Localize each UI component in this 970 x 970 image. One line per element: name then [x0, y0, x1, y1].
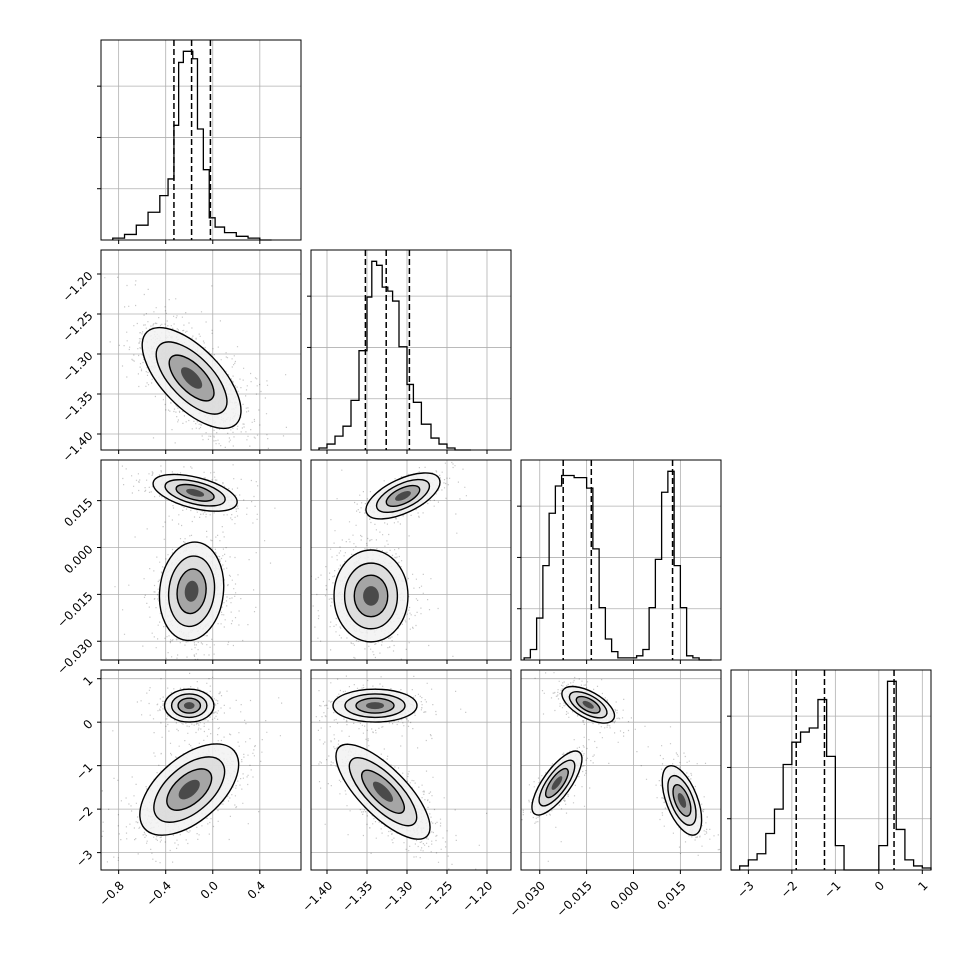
x-tick-label: 0.0	[198, 878, 221, 901]
density-core	[181, 367, 203, 389]
density-core	[395, 491, 411, 501]
panel-background	[311, 250, 511, 450]
x-tick-label: 0.015	[655, 878, 689, 912]
density-core	[183, 702, 195, 710]
y-tick-label: −1.40	[60, 429, 96, 465]
density-panel-param_3-vs-param_1	[310, 669, 512, 874]
x-tick-label: −1.25	[419, 878, 455, 914]
histogram-step-line	[731, 680, 932, 871]
x-tick-label: −1.40	[299, 878, 335, 914]
density-content	[114, 460, 276, 660]
panel-frame	[730, 669, 932, 871]
histogram-panel-param_3	[727, 669, 932, 874]
panel-frame	[100, 249, 302, 451]
y-tick-label: −1.35	[60, 389, 96, 425]
density-content	[521, 672, 720, 862]
density-core	[178, 779, 200, 800]
density-content	[311, 461, 467, 660]
panel-background	[521, 460, 721, 660]
x-tick-label: −0.030	[507, 878, 548, 919]
histogram-step-line	[112, 50, 272, 241]
y-tick-label: −0.015	[54, 589, 95, 630]
panel-frame	[100, 39, 302, 241]
density-panel-param_2-vs-param_0	[97, 459, 302, 664]
x-tick-label: 1	[915, 878, 930, 893]
y-tick-label: −1.25	[60, 309, 96, 345]
density-panel-param_1-vs-param_0	[97, 249, 302, 454]
x-tick-label: −3	[734, 878, 756, 900]
y-tick-label: −1.20	[60, 269, 96, 305]
x-tick-label: −2	[778, 878, 800, 900]
density-content	[104, 276, 287, 449]
y-tick-label: −3	[73, 847, 95, 869]
y-tick-label: −2	[73, 804, 95, 826]
y-tick-label: 0	[80, 717, 95, 732]
x-tick-label: −1	[821, 878, 843, 900]
x-tick-label: −0.015	[554, 878, 595, 919]
density-content	[101, 672, 283, 864]
histogram-panel-param_0	[97, 39, 302, 244]
panel-frame	[310, 249, 512, 451]
panel-frame	[520, 669, 722, 871]
panel-frame	[100, 669, 302, 871]
density-core	[363, 586, 379, 606]
histogram-step-line	[523, 470, 712, 661]
x-tick-label: −1.20	[459, 878, 495, 914]
y-tick-label: −1	[73, 760, 95, 782]
density-panel-param_3-vs-param_0	[97, 669, 302, 874]
x-tick-label: −1.35	[339, 878, 375, 914]
density-core	[372, 781, 394, 802]
histogram-step-line	[318, 260, 471, 451]
x-tick-label: 0.000	[608, 878, 642, 912]
y-tick-label: −1.30	[60, 349, 96, 385]
y-tick-label: 0.015	[61, 495, 95, 529]
y-tick-label: 0.000	[61, 542, 95, 576]
panel-background	[731, 670, 931, 870]
panel-frame	[310, 459, 512, 661]
panel-frame	[520, 459, 722, 661]
density-core	[184, 580, 199, 602]
histogram-panel-param_2	[517, 459, 722, 664]
density-panel-param_2-vs-param_1	[310, 459, 512, 664]
density-core	[551, 776, 563, 790]
x-tick-label: −1.30	[379, 878, 415, 914]
x-tick-label: 0	[872, 878, 887, 893]
histogram-panel-param_1	[307, 249, 512, 454]
density-core	[366, 702, 384, 710]
panel-frame	[100, 459, 302, 661]
y-tick-label: 1	[80, 673, 95, 688]
panel-background	[101, 40, 301, 240]
x-tick-label: −0.8	[96, 878, 127, 909]
panel-frame	[310, 669, 512, 871]
density-content	[315, 675, 488, 870]
y-tick-label: −0.030	[54, 636, 95, 677]
scatter-points	[521, 672, 720, 862]
x-tick-label: −0.4	[144, 878, 175, 909]
density-panel-param_3-vs-param_2	[520, 669, 722, 874]
x-tick-label: 0.4	[245, 878, 268, 901]
density-core	[677, 792, 687, 808]
density-core	[582, 700, 594, 709]
